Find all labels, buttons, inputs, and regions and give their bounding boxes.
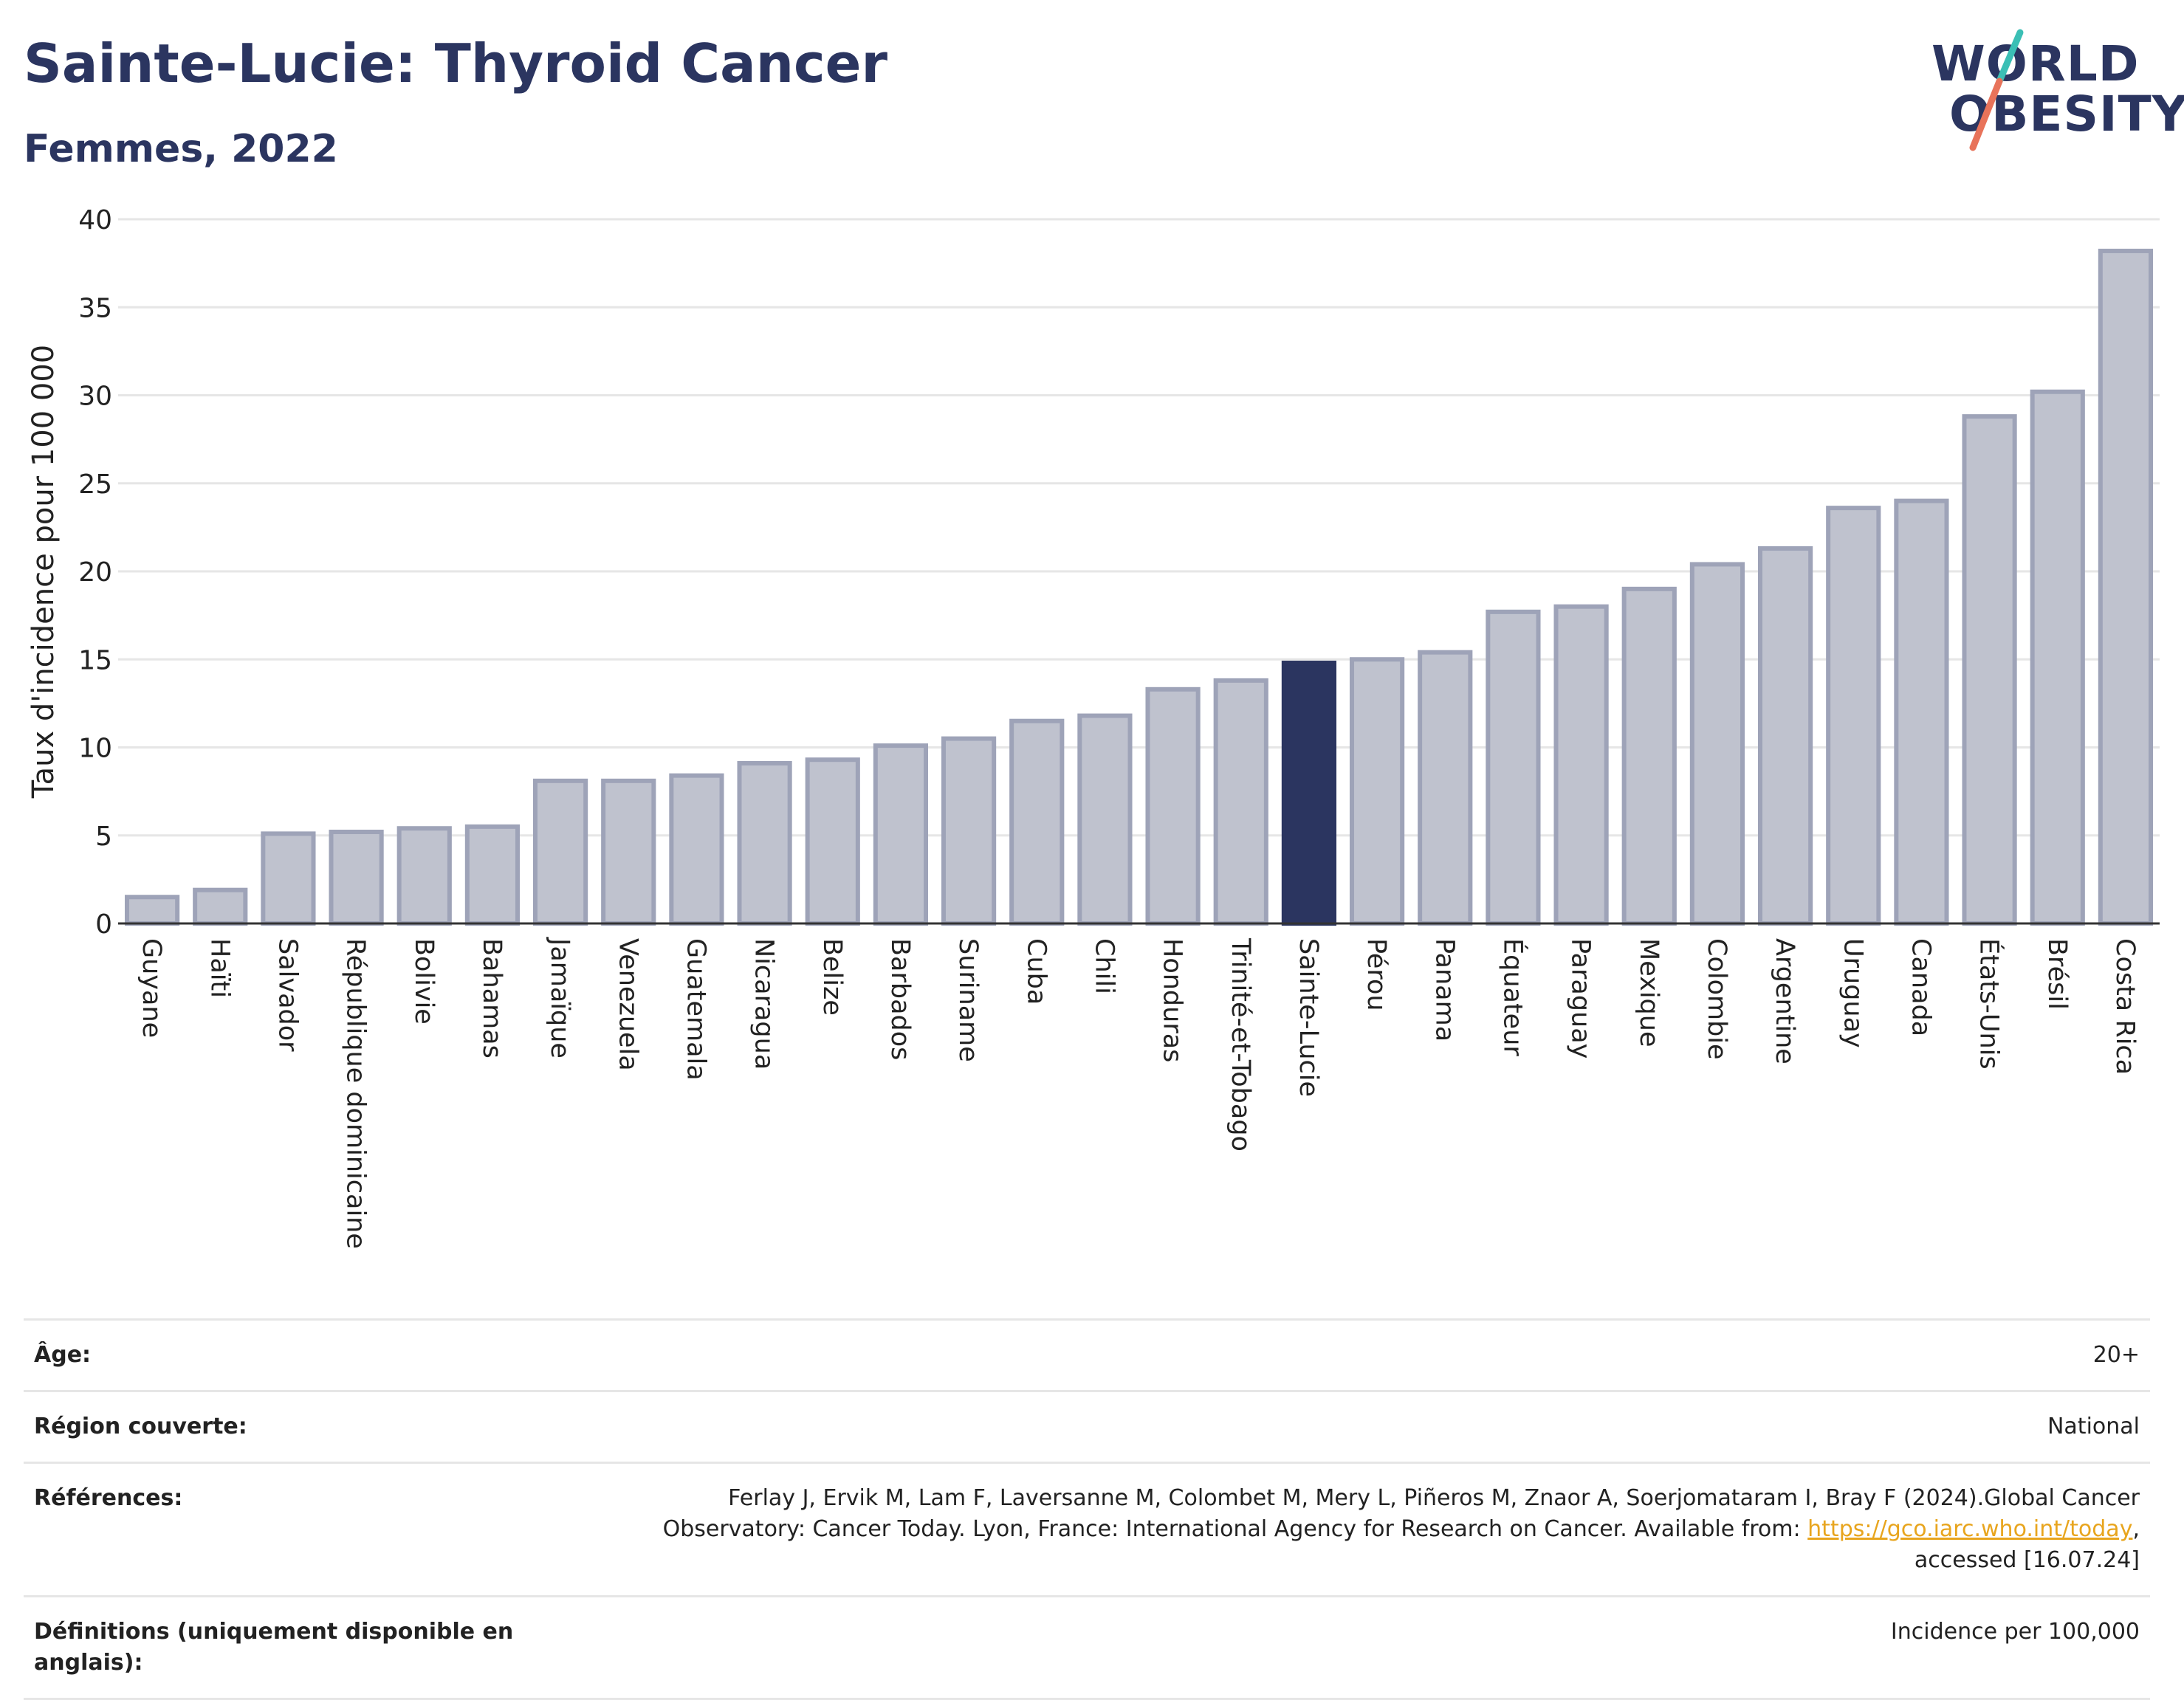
bar-colombie <box>1689 562 1745 926</box>
meta-row: Définitions (uniquement disponible en an… <box>24 1595 2150 1700</box>
meta-label: Région couverte: <box>34 1414 247 1439</box>
x-tick-label: Guyane <box>137 938 166 1038</box>
x-tick-label: Trinité-et-Tobago <box>1226 937 1255 1152</box>
chart-title: Sainte-Lucie: Thyroid Cancer <box>24 32 887 94</box>
x-tick-label: États-Unis <box>1974 938 2005 1070</box>
bar-venezuela <box>601 778 656 926</box>
bar-costa-rica <box>2098 248 2154 926</box>
bar-p-rou <box>1349 657 1405 926</box>
bar-chili <box>1077 713 1133 926</box>
bar-paraguay <box>1553 604 1609 926</box>
bar-nicaragua <box>737 760 792 926</box>
y-tick-label: 0 <box>95 909 112 940</box>
bar-suriname <box>941 736 997 926</box>
bar-bahamas <box>464 824 521 926</box>
metadata-table: Âge: 20+ Région couverte: National Référence… <box>24 1318 2150 1700</box>
y-tick-label: 20 <box>78 557 112 588</box>
x-tick-label: Panama <box>1429 938 1459 1042</box>
bar-r-publique-dominicaine <box>329 829 384 926</box>
bar-argentine <box>1757 546 1813 926</box>
meta-row: Âge: 20+ <box>24 1318 2150 1390</box>
bar--quateur <box>1486 609 1541 926</box>
y-tick-label: 40 <box>78 205 112 235</box>
bar-bolivie <box>396 826 452 926</box>
x-tick-label: Venezuela <box>613 938 642 1071</box>
x-tick-label: République dominicaine <box>341 938 371 1249</box>
x-tick-label: Uruguay <box>1838 938 1867 1048</box>
bar-cuba <box>1009 718 1065 926</box>
chart-subtitle: Femmes, 2022 <box>24 127 338 171</box>
y-tick-label: 15 <box>78 645 112 675</box>
bar-canada <box>1894 498 1949 926</box>
y-axis-label: Taux d'incidence pour 100 000 <box>27 345 61 799</box>
x-tick-label: Paraguay <box>1566 938 1596 1059</box>
grid-lines <box>118 218 2160 925</box>
x-tick-label: Belize <box>817 938 847 1016</box>
y-tick-label: 35 <box>78 293 112 323</box>
x-tick-label: Jamaïque <box>545 937 574 1059</box>
bar-honduras <box>1145 686 1201 926</box>
bar-guyane <box>124 895 180 926</box>
bar-sainte-lucie <box>1281 661 1337 926</box>
x-axis-labels: Guyane Haïti Salvador République dominicain… <box>137 937 2140 1249</box>
x-tick-label: Sainte-Lucie <box>1294 938 1323 1097</box>
x-tick-label: Canada <box>1906 938 1935 1036</box>
x-tick-label: Mexique <box>1634 938 1663 1047</box>
x-tick-label: Argentine <box>1770 938 1799 1064</box>
meta-value: 20+ <box>2092 1342 2140 1368</box>
y-tick-label: 10 <box>78 734 112 764</box>
bars <box>124 248 2154 926</box>
meta-value: National <box>2047 1414 2140 1439</box>
bar-belize <box>805 757 860 926</box>
bar-barbados <box>873 743 929 926</box>
bar-mexique <box>1621 586 1677 926</box>
meta-value: Incidence per 100,000 <box>1890 1619 2140 1645</box>
meta-row: Région couverte: National <box>24 1390 2150 1462</box>
x-tick-label: Costa Rica <box>2110 938 2140 1075</box>
meta-label: Définitions (uniquement disponible en an… <box>34 1619 514 1676</box>
logo-line1: WORLD <box>1931 35 2140 92</box>
x-tick-label: Suriname <box>953 938 983 1062</box>
bar-uruguay <box>1826 506 1881 926</box>
bar-ha-ti <box>193 887 248 926</box>
meta-label: Âge: <box>34 1342 92 1368</box>
x-tick-label: Guatemala <box>681 938 710 1081</box>
logo-slash-icon <box>1969 29 2024 151</box>
bar-chart: 0 5 10 15 20 25 30 35 40 Guyane Haïti Salvador Répu… <box>27 205 2160 1249</box>
bar-br-sil <box>2030 389 2085 926</box>
x-tick-label: Pérou <box>1361 938 1391 1011</box>
bar-jama-que <box>532 778 588 926</box>
bar-salvador <box>261 831 316 926</box>
meta-value: Ferlay J, Ervik M, Lam F, Laversanne M, … <box>662 1485 2140 1573</box>
x-tick-label: Brésil <box>2042 938 2072 1010</box>
x-tick-label: Barbados <box>885 938 915 1060</box>
bar-guatemala <box>669 773 724 926</box>
bar-panama <box>1418 650 1473 926</box>
y-tick-label: 30 <box>78 382 112 412</box>
bar-trinit-et-tobago <box>1213 678 1268 926</box>
x-tick-label: Bahamas <box>477 938 506 1059</box>
reference-link[interactable]: https://gco.iarc.who.int/today <box>1807 1516 2133 1542</box>
x-tick-label: Haïti <box>205 938 234 998</box>
world-obesity-logo: WORLD OBESITY <box>1920 22 2184 155</box>
x-tick-label: Cuba <box>1021 938 1051 1005</box>
x-tick-label: Bolivie <box>409 938 439 1025</box>
y-axis-ticks: 0 5 10 15 20 25 30 35 40 <box>78 205 112 940</box>
x-tick-label: Équateur <box>1497 938 1528 1056</box>
y-tick-label: 5 <box>95 822 112 852</box>
x-tick-label: Salvador <box>272 938 302 1052</box>
x-tick-label: Colombie <box>1702 938 1731 1060</box>
y-tick-label: 25 <box>78 469 112 500</box>
x-tick-label: Chili <box>1089 938 1119 994</box>
meta-label: Références: <box>34 1485 183 1511</box>
x-tick-label: Honduras <box>1158 938 1187 1062</box>
meta-row: Références: Ferlay J, Ervik M, Lam F, Lav… <box>24 1462 2150 1595</box>
x-tick-label: Nicaragua <box>749 938 779 1070</box>
bar--tats-unis <box>1962 414 2017 926</box>
